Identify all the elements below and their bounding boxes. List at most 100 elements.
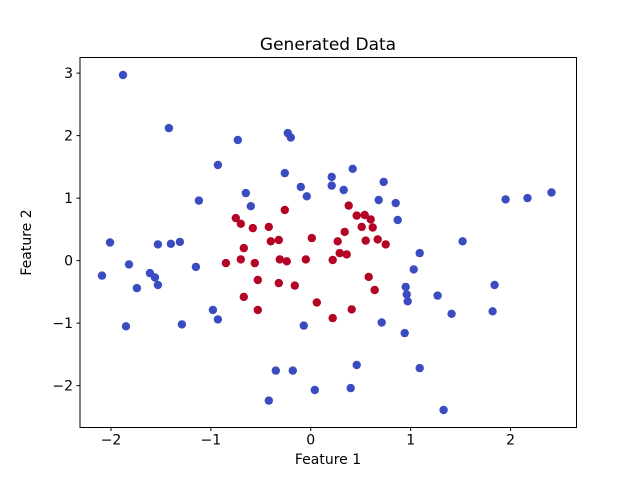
data-point-blue [288, 366, 297, 375]
data-point-blue [302, 192, 311, 201]
data-point-red [370, 285, 379, 295]
y-tick-label: −2 [52, 379, 73, 395]
data-point-red [282, 257, 291, 266]
data-point-blue [124, 260, 134, 269]
data-point-blue [105, 238, 115, 247]
data-point-red [236, 255, 245, 264]
axis-ticks: −2 −1 0 1 2 −2 −1 0 1 2 3 [52, 66, 515, 448]
y-tick-label: 1 [64, 191, 73, 207]
data-point-blue [488, 307, 497, 316]
data-point-blue [177, 320, 187, 329]
data-point-blue [213, 315, 223, 324]
data-point-red [307, 233, 316, 243]
x-axis-label: Feature 1 [295, 452, 361, 468]
data-point-blue [271, 366, 280, 375]
data-point-red [360, 210, 369, 220]
data-point-red [301, 255, 310, 264]
data-point-blue [433, 291, 442, 300]
data-point-red [368, 223, 377, 232]
data-point-red [333, 237, 342, 246]
data-point-blue [439, 405, 448, 415]
data-point-red [239, 243, 248, 253]
data-point-blue [97, 271, 107, 280]
data-point-red [361, 236, 370, 245]
data-point-blue [246, 202, 255, 211]
data-point-red [344, 201, 353, 210]
data-point-red [274, 235, 283, 245]
data-point-blue [327, 181, 336, 190]
data-point-blue [377, 318, 386, 327]
data-point-red [231, 213, 240, 223]
data-point-red [248, 223, 257, 233]
data-point-blue [339, 185, 348, 195]
data-point-blue [280, 168, 289, 178]
data-point-red [366, 215, 375, 224]
data-point-blue [153, 240, 163, 249]
data-point-blue [208, 305, 218, 315]
data-point-red [340, 227, 349, 237]
data-point-red [221, 258, 231, 268]
data-point-red [352, 211, 361, 220]
data-point-blue [352, 360, 361, 370]
data-point-blue [213, 160, 223, 170]
data-point-red [266, 237, 275, 246]
data-point-blue [296, 182, 305, 192]
y-tick-label: 0 [64, 254, 73, 270]
data-point-blue [153, 280, 163, 290]
data-point-red [253, 305, 262, 315]
data-point-red [328, 255, 337, 265]
data-point-blue [458, 237, 467, 246]
data-point-blue [299, 321, 308, 330]
data-point-blue [409, 265, 418, 274]
data-point-blue [132, 283, 142, 293]
data-point-blue [175, 237, 185, 247]
data-point-blue [166, 239, 176, 248]
data-point-red [264, 222, 273, 232]
data-point-red [239, 292, 248, 302]
data-point-blue [547, 188, 556, 197]
data-point-blue [346, 383, 355, 393]
data-point-red [250, 258, 259, 268]
data-point-red [373, 235, 382, 244]
data-point-red [275, 255, 284, 264]
data-point-blue [121, 322, 131, 331]
data-point-blue [415, 363, 424, 373]
data-point-blue [348, 164, 357, 173]
data-point-red [280, 205, 289, 215]
data-point-blue [327, 172, 336, 182]
data-point-red [328, 313, 337, 323]
plot-frame [79, 57, 577, 428]
data-point-blue [400, 328, 409, 338]
x-tick-label: 1 [406, 433, 415, 449]
data-point-red [335, 248, 344, 258]
data-point-red [236, 219, 245, 228]
y-axis-label: Feature 2 [19, 209, 35, 275]
data-point-red [274, 278, 283, 288]
data-point-red [253, 275, 262, 285]
data-point-blue [490, 280, 499, 290]
data-point-red [364, 272, 373, 282]
data-point-blue [523, 193, 532, 203]
data-point-blue [401, 282, 410, 292]
y-tick-label: 2 [64, 129, 73, 145]
data-point-red [357, 222, 366, 232]
data-point-blue [393, 215, 402, 225]
data-point-blue [391, 198, 400, 208]
data-point-blue [310, 385, 319, 395]
data-point-blue [194, 196, 204, 205]
chart-title: Generated Data [260, 35, 396, 55]
data-point-blue [403, 297, 412, 306]
data-point-blue [241, 188, 250, 198]
data-point-blue [286, 133, 295, 142]
x-tick-label: −2 [101, 433, 122, 449]
data-point-blue [374, 195, 383, 205]
data-point-blue [164, 123, 174, 133]
data-point-red [312, 298, 321, 307]
y-tick-label: −1 [52, 316, 73, 332]
data-point-blue [379, 177, 388, 187]
data-point-blue [118, 70, 128, 80]
x-tick-label: 2 [506, 433, 515, 449]
data-point-red [381, 240, 390, 249]
